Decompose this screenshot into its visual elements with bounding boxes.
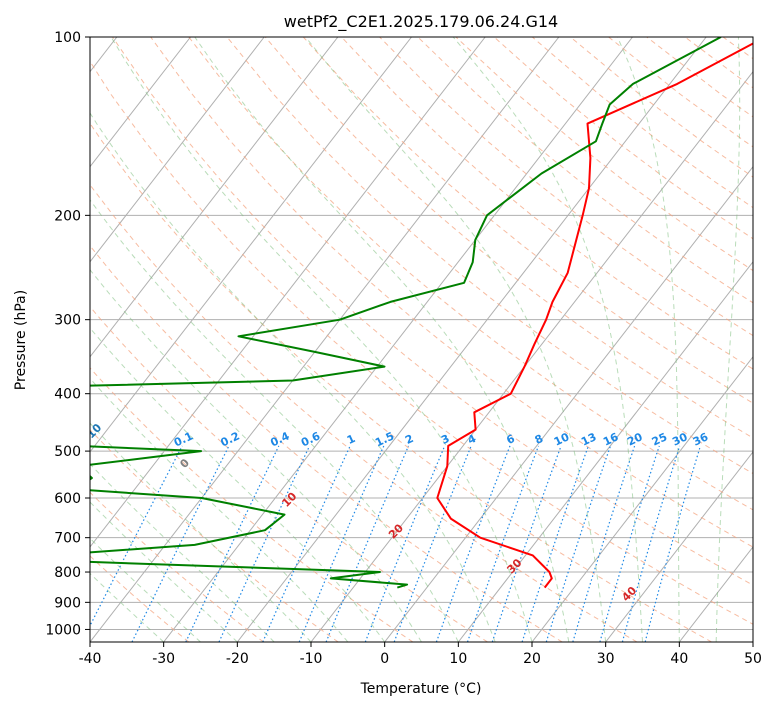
y-tick-label: 900 xyxy=(54,595,81,611)
x-tick-label: -10 xyxy=(300,651,323,667)
y-axis-label: Pressure (hPa) xyxy=(13,290,29,390)
x-tick-label: 30 xyxy=(597,651,615,667)
x-tick-label: 0 xyxy=(380,651,389,667)
x-tick-label: -40 xyxy=(79,651,102,667)
y-tick-label: 800 xyxy=(54,565,81,581)
x-tick-label: 50 xyxy=(744,651,762,667)
y-tick-label: 700 xyxy=(54,531,81,547)
x-tick-label: 40 xyxy=(670,651,688,667)
y-tick-label: 600 xyxy=(54,491,81,507)
x-axis-label: Temperature (°C) xyxy=(360,681,482,697)
y-tick-label: 1000 xyxy=(45,622,81,638)
x-tick-label: 10 xyxy=(449,651,467,667)
y-tick-label: 500 xyxy=(54,444,81,460)
x-tick-label: -20 xyxy=(226,651,249,667)
chart-title: wetPf2_C2E1.2025.179.06.24.G14 xyxy=(284,12,558,32)
y-tick-label: 400 xyxy=(54,387,81,403)
y-tick-label: 300 xyxy=(54,313,81,329)
y-tick-label: 200 xyxy=(54,208,81,224)
x-tick-label: -30 xyxy=(152,651,175,667)
x-tick-label: 20 xyxy=(523,651,541,667)
y-tick-label: 100 xyxy=(54,30,81,46)
